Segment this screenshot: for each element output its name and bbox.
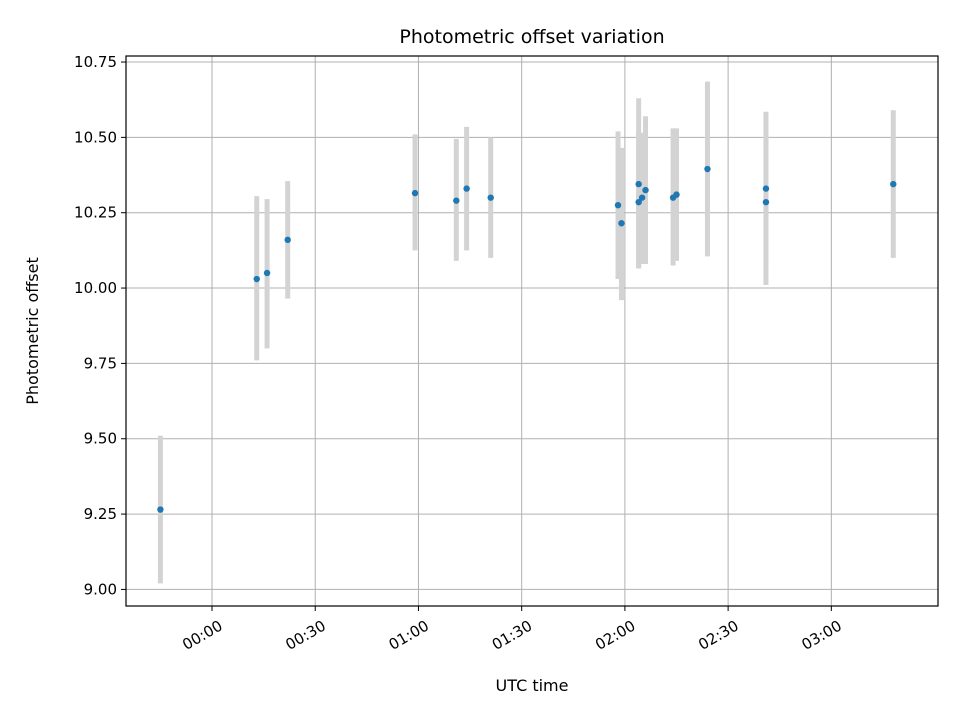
y-tick-label: 10.50 bbox=[74, 128, 117, 146]
data-point bbox=[704, 165, 711, 173]
data-point bbox=[762, 198, 770, 206]
data-point bbox=[487, 194, 494, 201]
y-axis-label: Photometric offset bbox=[23, 257, 42, 405]
data-point bbox=[284, 236, 291, 244]
y-tick-label: 9.75 bbox=[84, 354, 117, 372]
y-tick-label: 10.00 bbox=[74, 279, 117, 297]
data-point bbox=[614, 201, 622, 209]
data-point bbox=[762, 185, 770, 192]
data-point bbox=[263, 269, 271, 277]
y-tick-label: 10.25 bbox=[74, 204, 117, 222]
data-point bbox=[635, 180, 642, 188]
plot-frame bbox=[125, 55, 939, 607]
y-tick-label: 9.50 bbox=[84, 430, 117, 448]
data-point bbox=[463, 185, 470, 192]
data-point bbox=[638, 194, 646, 201]
data-point bbox=[642, 186, 649, 194]
data-point bbox=[453, 197, 460, 204]
data-point bbox=[890, 180, 897, 188]
y-tick-label: 10.75 bbox=[74, 53, 117, 71]
x-axis-label: UTC time bbox=[496, 676, 569, 695]
chart-title: Photometric offset variation bbox=[399, 26, 664, 48]
data-point bbox=[253, 275, 260, 283]
data-point bbox=[157, 506, 164, 513]
y-tick-label: 9.00 bbox=[84, 580, 117, 598]
grid-layer bbox=[126, 56, 938, 606]
data-point bbox=[635, 198, 642, 206]
data-point bbox=[673, 191, 680, 198]
data-point bbox=[411, 189, 419, 197]
data-point bbox=[618, 220, 625, 227]
data-point-layer bbox=[157, 165, 897, 513]
y-tick-label: 9.25 bbox=[84, 505, 117, 523]
